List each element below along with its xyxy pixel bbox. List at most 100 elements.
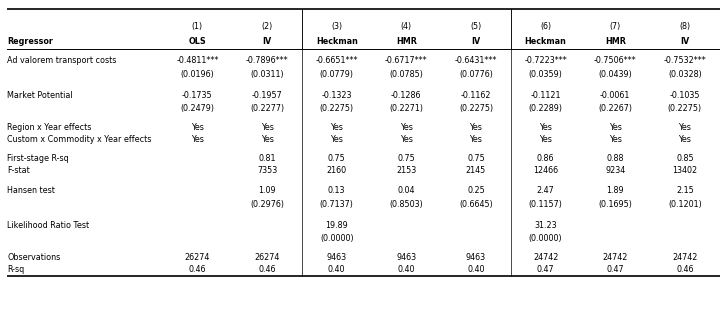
Text: (0.0000): (0.0000)	[529, 234, 563, 243]
Text: R-sq: R-sq	[7, 265, 25, 274]
Text: (0.6645): (0.6645)	[459, 200, 493, 209]
Text: 24742: 24742	[672, 254, 698, 263]
Text: (0.0439): (0.0439)	[598, 70, 632, 79]
Text: Custom x Commodity x Year effects: Custom x Commodity x Year effects	[7, 135, 152, 144]
Text: -0.7506***: -0.7506***	[594, 56, 637, 65]
Text: -0.1162: -0.1162	[461, 91, 491, 100]
Text: First-stage R-sq: First-stage R-sq	[7, 154, 69, 163]
Text: Likelihood Ratio Test: Likelihood Ratio Test	[7, 221, 89, 230]
Text: -0.1286: -0.1286	[391, 91, 422, 100]
Text: -0.7896***: -0.7896***	[246, 56, 289, 65]
Text: (6): (6)	[540, 22, 551, 31]
Text: Yes: Yes	[678, 123, 691, 132]
Text: 9463: 9463	[396, 254, 417, 263]
Text: -0.6431***: -0.6431***	[455, 56, 497, 65]
Text: 24742: 24742	[603, 254, 628, 263]
Text: Yes: Yes	[260, 123, 273, 132]
Text: 12466: 12466	[533, 166, 558, 175]
Text: IV: IV	[471, 37, 481, 46]
Text: (8): (8)	[679, 22, 691, 31]
Text: (7): (7)	[610, 22, 621, 31]
Text: 24742: 24742	[533, 254, 558, 263]
Text: 1.89: 1.89	[606, 186, 624, 195]
Text: Hansen test: Hansen test	[7, 186, 55, 195]
Text: 0.40: 0.40	[398, 265, 415, 274]
Text: Observations: Observations	[7, 254, 60, 263]
Text: 0.47: 0.47	[537, 265, 555, 274]
Text: Regressor: Regressor	[7, 37, 53, 46]
Text: Yes: Yes	[608, 135, 622, 144]
Text: 0.86: 0.86	[537, 154, 555, 163]
Text: (2): (2)	[262, 22, 273, 31]
Text: 19.89: 19.89	[325, 221, 348, 230]
Text: (0.1201): (0.1201)	[668, 200, 702, 209]
Text: (0.2275): (0.2275)	[459, 104, 493, 113]
Text: (5): (5)	[470, 22, 481, 31]
Text: 0.46: 0.46	[258, 265, 276, 274]
Text: 26274: 26274	[185, 254, 210, 263]
Text: (0.2976): (0.2976)	[250, 200, 284, 209]
Text: (1): (1)	[192, 22, 203, 31]
Text: 2153: 2153	[396, 166, 417, 175]
Text: 0.46: 0.46	[189, 265, 206, 274]
Text: Yes: Yes	[191, 135, 204, 144]
Text: (0.2275): (0.2275)	[668, 104, 702, 113]
Text: HMR: HMR	[396, 37, 417, 46]
Text: -0.4811***: -0.4811***	[176, 56, 219, 65]
Text: Yes: Yes	[260, 135, 273, 144]
Text: -0.6717***: -0.6717***	[385, 56, 427, 65]
Text: -0.1323: -0.1323	[321, 91, 352, 100]
Text: -0.1735: -0.1735	[182, 91, 213, 100]
Text: 31.23: 31.23	[534, 221, 557, 230]
Text: OLS: OLS	[188, 37, 206, 46]
Text: -0.1957: -0.1957	[252, 91, 282, 100]
Text: (0.1157): (0.1157)	[529, 200, 563, 209]
Text: (0.8503): (0.8503)	[390, 200, 423, 209]
Text: 9463: 9463	[466, 254, 486, 263]
Text: (0.2277): (0.2277)	[250, 104, 284, 113]
Text: Yes: Yes	[191, 123, 204, 132]
Text: -0.7223***: -0.7223***	[524, 56, 567, 65]
Text: 0.88: 0.88	[606, 154, 624, 163]
Text: (0.2289): (0.2289)	[529, 104, 563, 113]
Text: Ad valorem transport costs: Ad valorem transport costs	[7, 56, 116, 65]
Text: Market Potential: Market Potential	[7, 91, 73, 100]
Text: 2160: 2160	[326, 166, 347, 175]
Text: IV: IV	[680, 37, 689, 46]
Text: 2.15: 2.15	[676, 186, 694, 195]
Text: (0.2271): (0.2271)	[390, 104, 423, 113]
Text: 1.09: 1.09	[258, 186, 276, 195]
Text: 9234: 9234	[605, 166, 625, 175]
Text: (4): (4)	[401, 22, 412, 31]
Text: IV: IV	[262, 37, 272, 46]
Text: (0.0776): (0.0776)	[459, 70, 493, 79]
Text: Yes: Yes	[539, 135, 552, 144]
Text: 0.46: 0.46	[676, 265, 694, 274]
Text: -0.0061: -0.0061	[600, 91, 630, 100]
Text: (0.0196): (0.0196)	[180, 70, 214, 79]
Text: 0.47: 0.47	[606, 265, 624, 274]
Text: Yes: Yes	[400, 135, 413, 144]
Text: 26274: 26274	[254, 254, 280, 263]
Text: 0.25: 0.25	[467, 186, 485, 195]
Text: 0.40: 0.40	[467, 265, 485, 274]
Text: (0.7137): (0.7137)	[320, 200, 353, 209]
Text: Yes: Yes	[539, 123, 552, 132]
Text: 0.40: 0.40	[328, 265, 345, 274]
Text: 2145: 2145	[466, 166, 486, 175]
Text: (0.0785): (0.0785)	[390, 70, 423, 79]
Text: (0.0359): (0.0359)	[529, 70, 563, 79]
Text: 0.81: 0.81	[258, 154, 276, 163]
Text: 9463: 9463	[326, 254, 347, 263]
Text: -0.7532***: -0.7532***	[664, 56, 707, 65]
Text: Yes: Yes	[470, 135, 483, 144]
Text: (0.0328): (0.0328)	[668, 70, 702, 79]
Text: -0.6651***: -0.6651***	[316, 56, 358, 65]
Text: 7353: 7353	[257, 166, 277, 175]
Text: Yes: Yes	[608, 123, 622, 132]
Text: -0.1121: -0.1121	[531, 91, 561, 100]
Text: F-stat: F-stat	[7, 166, 30, 175]
Text: (0.1695): (0.1695)	[598, 200, 632, 209]
Text: (0.2479): (0.2479)	[180, 104, 214, 113]
Text: Yes: Yes	[470, 123, 483, 132]
